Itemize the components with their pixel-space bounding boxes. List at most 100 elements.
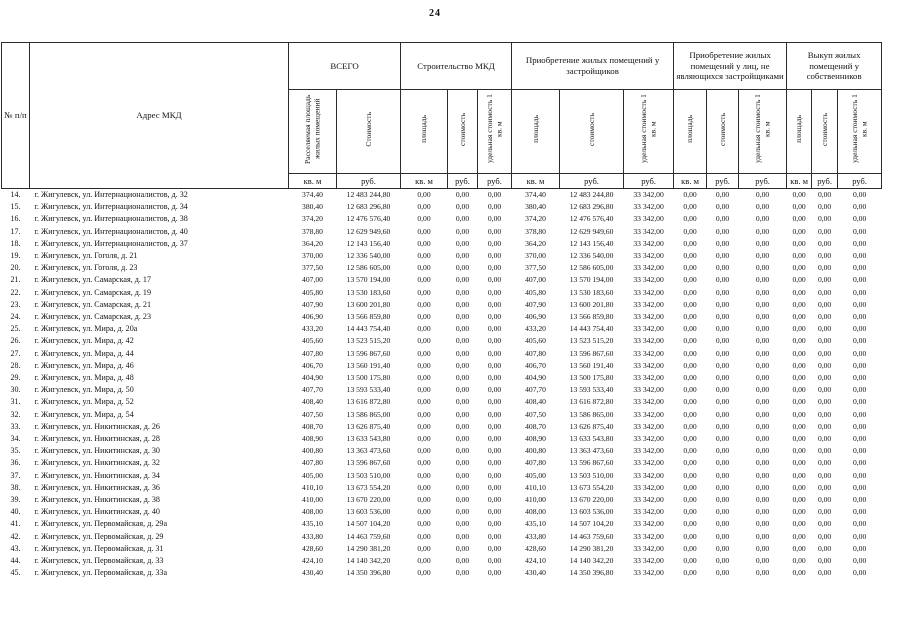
cell-buyout-cost: 0,00 (817, 385, 832, 395)
group-header-owner-buyout: Выкуп жилых помещений у собственников (786, 42, 883, 90)
cell-address: г. Жигулевск, ул. Гоголя, д. 23 (34, 263, 138, 273)
cell-row-number: 23. (10, 299, 21, 309)
cell-nondeveloper-cost: 0,00 (715, 568, 730, 578)
cell-construction-area: 0,00 (417, 568, 431, 578)
cell-developer-cost: 14 443 754,40 (569, 324, 614, 334)
cell-buyout-cost: 0,00 (817, 482, 832, 492)
cell-nondeveloper-unit-cost: 0,00 (755, 251, 770, 261)
cell-address: г. Жигулевск, ул. Мира, д. 46 (34, 360, 134, 370)
cell-nondeveloper-cost: 0,00 (715, 263, 730, 273)
cell-construction-unit-cost: 0,00 (487, 348, 502, 358)
cell-developer-unit-cost: 33 342,00 (633, 202, 664, 212)
cell-total-cost: 13 673 554,20 (346, 482, 391, 492)
cell-developer-unit-cost: 33 342,00 (633, 312, 664, 322)
cell-total-area: 407,90 (302, 299, 323, 309)
cell-developer-cost: 13 633 543,80 (569, 434, 614, 444)
cell-nondeveloper-cost: 0,00 (715, 446, 730, 456)
cell-buyout-area: 0,00 (792, 226, 806, 236)
cell-total-area: 430,40 (302, 568, 323, 578)
cell-total-area: 378,80 (302, 226, 323, 236)
cell-buyout-area: 0,00 (792, 385, 806, 395)
subheader-buyout-unit-cost-label: удельная стоимость 1 кв. м (850, 94, 869, 164)
cell-construction-area: 0,00 (417, 421, 431, 431)
cell-nondeveloper-unit-cost: 0,00 (755, 556, 770, 566)
table-row: 34. г. Жигулевск, ул. Никитинская, д. 28 4… (2, 433, 882, 445)
cell-developer-unit-cost: 33 342,00 (633, 275, 664, 285)
cell-nondeveloper-unit-cost: 0,00 (755, 531, 770, 541)
cell-nondeveloper-area: 0,00 (683, 238, 697, 248)
cell-developer-cost: 13 596 867,60 (569, 458, 614, 468)
cell-developer-unit-cost: 33 342,00 (633, 507, 664, 517)
cell-buyout-area: 0,00 (792, 519, 806, 529)
cell-buyout-cost: 0,00 (817, 214, 832, 224)
cell-buyout-area: 0,00 (792, 434, 806, 444)
cell-developer-cost: 14 463 759,60 (569, 531, 614, 541)
cell-construction-unit-cost: 0,00 (487, 360, 502, 370)
cell-developer-unit-cost: 33 342,00 (633, 434, 664, 444)
cell-construction-area: 0,00 (417, 385, 431, 395)
cell-row-number: 22. (10, 287, 21, 297)
subheader-construction-unit-cost: удельная стоимость 1 кв. м (477, 89, 513, 174)
cell-address: г. Жигулевск, ул. Первомайская, д. 31 (34, 543, 164, 553)
cell-developer-unit-cost: 33 342,00 (633, 446, 664, 456)
subheader-buyout-area-label: площадь (794, 115, 804, 143)
unit-developer-cost: руб. (559, 173, 625, 189)
cell-construction-unit-cost: 0,00 (487, 385, 502, 395)
cell-nondeveloper-cost: 0,00 (715, 531, 730, 541)
subheader-construction-cost-label: стоимость (457, 112, 467, 146)
cell-total-cost: 13 593 533,40 (346, 385, 391, 395)
cell-developer-unit-cost: 33 342,00 (633, 531, 664, 541)
cell-buyout-area: 0,00 (792, 531, 806, 541)
unit-total-area: кв. м (288, 173, 337, 189)
cell-nondeveloper-area: 0,00 (683, 434, 697, 444)
cell-construction-area: 0,00 (417, 299, 431, 309)
cell-developer-cost: 13 600 201,80 (569, 299, 614, 309)
cell-buyout-cost: 0,00 (817, 299, 832, 309)
cell-buyout-cost: 0,00 (817, 312, 832, 322)
cell-developer-area: 407,80 (525, 348, 546, 358)
subheader-total-cost-label: Стоимость (363, 111, 373, 147)
cell-nondeveloper-cost: 0,00 (715, 275, 730, 285)
cell-address: г. Жигулевск, ул. Интернационалистов, д.… (34, 190, 188, 199)
table-body: 14. г. Жигулевск, ул. Интернационалистов,… (2, 189, 882, 580)
cell-developer-area: 407,70 (525, 385, 546, 395)
cell-nondeveloper-cost: 0,00 (715, 238, 730, 248)
cell-construction-area: 0,00 (417, 495, 431, 505)
cell-developer-unit-cost: 33 342,00 (633, 299, 664, 309)
subheader-developer-unit-cost: удельная стоимость 1 кв. м (623, 89, 675, 174)
cell-buyout-unit-cost: 0,00 (852, 373, 867, 383)
table-row: 24. г. Жигулевск, ул. Самарская, д. 23 406… (2, 311, 882, 323)
cell-construction-area: 0,00 (417, 373, 431, 383)
cell-buyout-cost: 0,00 (817, 531, 832, 541)
cell-buyout-cost: 0,00 (817, 446, 832, 456)
cell-nondeveloper-area: 0,00 (683, 568, 697, 578)
cell-address: г. Жигулевск, ул. Первомайская, д. 33 (34, 556, 164, 566)
cell-nondeveloper-cost: 0,00 (715, 312, 730, 322)
cell-nondeveloper-area: 0,00 (683, 397, 697, 407)
cell-total-cost: 13 586 865,00 (346, 409, 391, 419)
cell-developer-area: 433,80 (525, 531, 546, 541)
cell-total-area: 405,60 (302, 336, 323, 346)
cell-developer-area: 424,10 (525, 556, 546, 566)
cell-buyout-unit-cost: 0,00 (852, 385, 867, 395)
cell-row-number: 19. (10, 251, 21, 261)
cell-developer-cost: 13 566 859,80 (569, 312, 614, 322)
cell-total-cost: 13 363 473,60 (346, 446, 391, 456)
cell-developer-unit-cost: 33 342,00 (633, 397, 664, 407)
cell-row-number: 20. (10, 263, 21, 273)
cell-developer-area: 428,60 (525, 543, 546, 553)
cell-developer-unit-cost: 33 342,00 (633, 543, 664, 553)
cell-developer-unit-cost: 33 342,00 (633, 519, 664, 529)
cell-total-cost: 12 336 540,00 (346, 251, 391, 261)
cell-construction-area: 0,00 (417, 336, 431, 346)
cell-construction-unit-cost: 0,00 (487, 470, 502, 480)
cell-row-number: 44. (10, 556, 21, 566)
cell-nondeveloper-unit-cost: 0,00 (755, 568, 770, 578)
cell-developer-area: 407,80 (525, 458, 546, 468)
cell-construction-unit-cost: 0,00 (487, 324, 502, 334)
cell-nondeveloper-unit-cost: 0,00 (755, 519, 770, 529)
cell-nondeveloper-unit-cost: 0,00 (755, 348, 770, 358)
cell-developer-cost: 13 523 515,20 (569, 336, 614, 346)
cell-row-number: 35. (10, 446, 21, 456)
